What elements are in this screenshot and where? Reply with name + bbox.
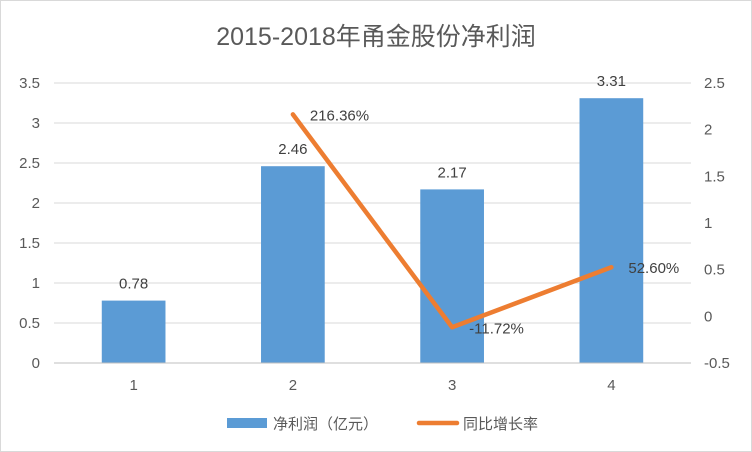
legend-label-growth-rate: 同比增长率 [463, 415, 538, 433]
line-data-label: 52.60% [628, 260, 679, 277]
x-tick-label: 2 [289, 377, 297, 394]
y-left-tick-label: 3.5 [19, 75, 40, 92]
x-tick-label: 1 [129, 377, 137, 394]
bar-data-label: 2.17 [438, 164, 467, 181]
y-left-tick-label: 2 [32, 195, 40, 212]
line-series [290, 112, 614, 330]
y-left-tick-label: 1.5 [19, 235, 40, 252]
bar [579, 98, 644, 363]
x-tick-label: 4 [607, 377, 615, 394]
y-right-tick-label: 1 [704, 215, 712, 232]
bar-data-label: 2.46 [278, 141, 307, 158]
y-left-tick-label: 2.5 [19, 155, 40, 172]
line-data-label: -11.72% [469, 320, 524, 337]
legend: 净利润（亿元） 同比增长率 [227, 415, 538, 433]
bar [261, 166, 325, 363]
y-left-tick-label: 0.5 [19, 315, 40, 332]
growth-rate-line [290, 112, 614, 330]
bar [420, 189, 484, 363]
legend-swatch-bar [227, 418, 267, 428]
line-data-label: 216.36% [310, 107, 369, 124]
x-tick-label: 3 [448, 377, 456, 394]
y-right-tick-label: 2.5 [704, 75, 725, 92]
bar-series [101, 98, 644, 363]
y-left-tick-label: 1 [32, 275, 40, 292]
x-axis: 1 2 3 4 [54, 362, 691, 394]
y-right-tick-label: 0 [704, 308, 712, 325]
y-right-tick-label: 1.5 [704, 168, 725, 185]
y-right-tick-label: 2 [704, 122, 712, 139]
bar-data-label: 0.78 [119, 276, 148, 293]
bar [101, 300, 166, 363]
y-right-tick-label: -0.5 [704, 355, 730, 372]
data-labels: 0.78 2.46 2.17 3.31 216.36% -11.72% 52.60% [119, 73, 679, 337]
chart-title: 2015-2018年甬金股份净利润 [216, 23, 536, 51]
legend-label-net-profit: 净利润（亿元） [273, 415, 378, 433]
y-right-tick-label: 0.5 [704, 262, 725, 279]
y-left-tick-label: 0 [32, 355, 40, 372]
bar-data-label: 3.31 [597, 73, 626, 90]
y-left-tick-label: 3 [32, 115, 40, 132]
